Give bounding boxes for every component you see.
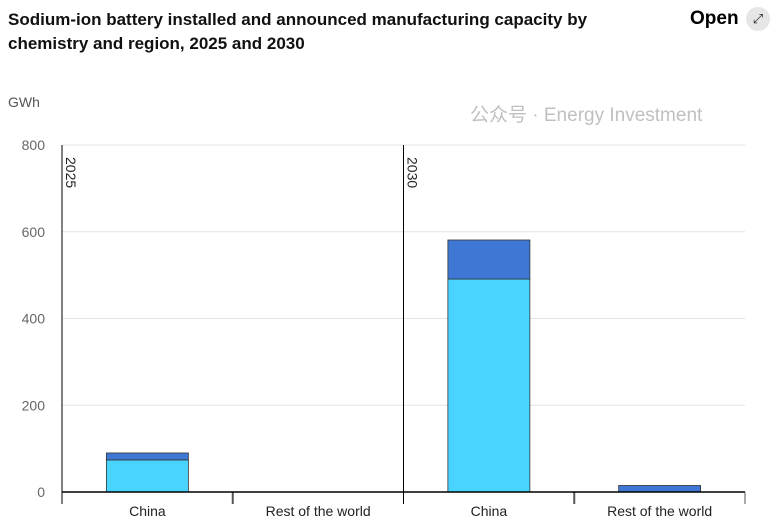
expand-icon[interactable]: ⤢ [746, 7, 770, 31]
bar-segment [618, 485, 702, 493]
y-tick-label: 600 [22, 224, 46, 240]
bar-segment [105, 459, 189, 493]
category-label: Rest of the world [266, 503, 371, 519]
bar-segment [105, 452, 189, 461]
category-label: Rest of the world [607, 503, 712, 519]
category-label: China [471, 503, 508, 519]
panel-label: 2030 [405, 157, 421, 188]
y-tick-label: 0 [37, 484, 45, 500]
panel-label: 2025 [63, 157, 79, 188]
watermark: 公众号 · Energy Investment [470, 105, 703, 126]
y-axis-unit: GWh [8, 94, 40, 110]
y-tick-label: 400 [22, 311, 46, 327]
category-label: China [129, 503, 166, 519]
y-tick-label: 800 [22, 137, 46, 153]
bar-segment [447, 278, 531, 493]
bar-segment [447, 239, 531, 280]
open-button[interactable]: Open [690, 8, 739, 29]
chart-title: Sodium-ion battery installed and announc… [8, 10, 588, 53]
y-tick-label: 200 [22, 397, 46, 413]
